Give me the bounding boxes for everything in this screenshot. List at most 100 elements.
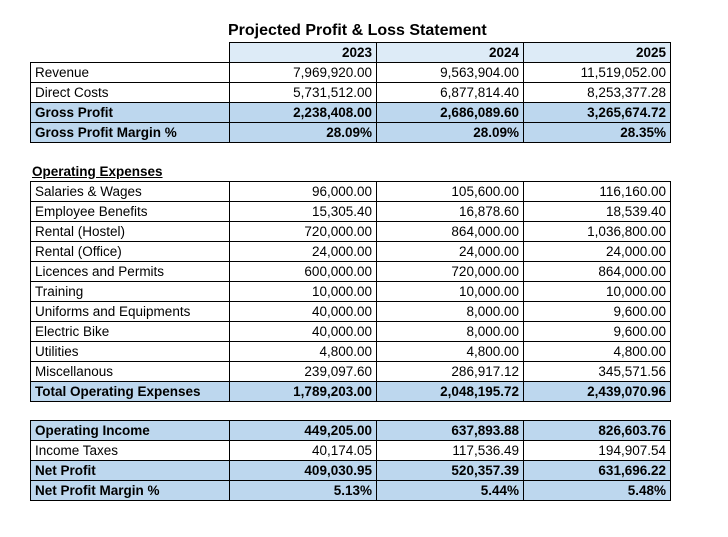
row-label: Gross Profit Margin % bbox=[30, 122, 230, 143]
value-cell-2023: 7,969,920.00 bbox=[229, 62, 377, 83]
value-cell-2023: 15,305.40 bbox=[229, 201, 377, 222]
row-label: Operating Income bbox=[30, 420, 230, 441]
value-cell-2023: 600,000.00 bbox=[229, 261, 377, 282]
table-row: Net Profit Margin % 5.13% 5.44% 5.48% bbox=[30, 480, 671, 501]
table-row: Training 10,000.00 10,000.00 10,000.00 bbox=[30, 281, 671, 302]
value-cell-2023: 5,731,512.00 bbox=[229, 82, 377, 103]
value-cell-2024: 28.09% bbox=[376, 122, 524, 143]
value-cell-2023: 409,030.95 bbox=[229, 460, 377, 481]
row-label: Uniforms and Equipments bbox=[30, 301, 230, 322]
value-cell-2024: 24,000.00 bbox=[376, 241, 524, 262]
value-cell-2023: 28.09% bbox=[229, 122, 377, 143]
value-cell-2025: 8,253,377.28 bbox=[523, 82, 671, 103]
page-title: Projected Profit & Loss Statement bbox=[228, 22, 487, 39]
value-cell-2025: 9,600.00 bbox=[523, 301, 671, 322]
value-cell-2025: 631,696.22 bbox=[523, 460, 671, 481]
value-cell-2024: 864,000.00 bbox=[376, 221, 524, 242]
table-row: Uniforms and Equipments 40,000.00 8,000.00… bbox=[30, 301, 671, 322]
operating-expenses-heading: Operating Expenses bbox=[32, 164, 163, 179]
value-cell-2025: 345,571.56 bbox=[523, 361, 671, 382]
value-cell-2024: 117,536.49 bbox=[376, 440, 524, 461]
table-row: Salaries & Wages 96,000.00 105,600.00 116,1… bbox=[30, 181, 671, 202]
value-cell-2025: 2,439,070.96 bbox=[523, 381, 671, 402]
value-cell-2023: 5.13% bbox=[229, 480, 377, 501]
value-cell-2024: 286,917.12 bbox=[376, 361, 524, 382]
value-cell-2024: 6,877,814.40 bbox=[376, 82, 524, 103]
year-header-row: 2023 2024 2025 bbox=[30, 42, 671, 63]
table-row: Employee Benefits 15,305.40 16,878.60 18,53… bbox=[30, 201, 671, 222]
row-label: Net Profit Margin % bbox=[30, 480, 230, 501]
value-cell-2024: 4,800.00 bbox=[376, 341, 524, 362]
value-cell-2025: 194,907.54 bbox=[523, 440, 671, 461]
value-cell-2025: 1,036,800.00 bbox=[523, 221, 671, 242]
value-cell-2023: 4,800.00 bbox=[229, 341, 377, 362]
value-cell-2025: 5.48% bbox=[523, 480, 671, 501]
table-row: Direct Costs 5,731,512.00 6,877,814.40 8,25… bbox=[30, 82, 671, 103]
table-row: Total Operating Expenses 1,789,203.00 2,04… bbox=[30, 381, 671, 402]
row-label: Electric Bike bbox=[30, 321, 230, 342]
value-cell-2025: 18,539.40 bbox=[523, 201, 671, 222]
row-label: Rental (Office) bbox=[30, 241, 230, 262]
row-label: Miscellanous bbox=[30, 361, 230, 382]
row-label: Training bbox=[30, 281, 230, 302]
value-cell-2024: 720,000.00 bbox=[376, 261, 524, 282]
value-cell-2025: 3,265,674.72 bbox=[523, 102, 671, 123]
year-header-2025: 2025 bbox=[523, 42, 671, 63]
value-cell-2024: 105,600.00 bbox=[376, 181, 524, 202]
value-cell-2025: 10,000.00 bbox=[523, 281, 671, 302]
table-row: Rental (Office) 24,000.00 24,000.00 24,000.… bbox=[30, 241, 671, 262]
table-row: Income Taxes 40,174.05 117,536.49 194,907.5… bbox=[30, 440, 671, 461]
table-row: Net Profit 409,030.95 520,357.39 631,696.22 bbox=[30, 460, 671, 481]
year-header-2023: 2023 bbox=[229, 42, 377, 63]
value-cell-2023: 720,000.00 bbox=[229, 221, 377, 242]
results-table: Operating Income 449,205.00 637,893.88 826,… bbox=[30, 420, 671, 501]
value-cell-2023: 1,789,203.00 bbox=[229, 381, 377, 402]
value-cell-2024: 8,000.00 bbox=[376, 301, 524, 322]
value-cell-2023: 10,000.00 bbox=[229, 281, 377, 302]
table-row: Operating Income 449,205.00 637,893.88 826,… bbox=[30, 420, 671, 441]
value-cell-2025: 24,000.00 bbox=[523, 241, 671, 262]
value-cell-2023: 2,238,408.00 bbox=[229, 102, 377, 123]
row-label: Licences and Permits bbox=[30, 261, 230, 282]
value-cell-2024: 9,563,904.00 bbox=[376, 62, 524, 83]
row-label: Direct Costs bbox=[30, 82, 230, 103]
table-row: Electric Bike 40,000.00 8,000.00 9,600.00 bbox=[30, 321, 671, 342]
value-cell-2023: 449,205.00 bbox=[229, 420, 377, 441]
row-label: Rental (Hostel) bbox=[30, 221, 230, 242]
table-row: Licences and Permits 600,000.00 720,000.00… bbox=[30, 261, 671, 282]
value-cell-2024: 5.44% bbox=[376, 480, 524, 501]
row-label: Total Operating Expenses bbox=[30, 381, 230, 402]
value-cell-2025: 116,160.00 bbox=[523, 181, 671, 202]
table-row: Utilities 4,800.00 4,800.00 4,800.00 bbox=[30, 341, 671, 362]
table-row: Rental (Hostel) 720,000.00 864,000.00 1,036… bbox=[30, 221, 671, 242]
summary-table: 2023 2024 2025 Revenue 7,969,920.00 9,563,… bbox=[30, 42, 671, 143]
value-cell-2025: 826,603.76 bbox=[523, 420, 671, 441]
row-label: Employee Benefits bbox=[30, 201, 230, 222]
value-cell-2024: 2,686,089.60 bbox=[376, 102, 524, 123]
value-cell-2025: 9,600.00 bbox=[523, 321, 671, 342]
year-header-2024: 2024 bbox=[376, 42, 524, 63]
table-row: Revenue 7,969,920.00 9,563,904.00 11,519,05… bbox=[30, 62, 671, 83]
row-label: Salaries & Wages bbox=[30, 181, 230, 202]
value-cell-2024: 10,000.00 bbox=[376, 281, 524, 302]
value-cell-2024: 16,878.60 bbox=[376, 201, 524, 222]
value-cell-2024: 8,000.00 bbox=[376, 321, 524, 342]
table-row: Miscellanous 239,097.60 286,917.12 345,571.… bbox=[30, 361, 671, 382]
value-cell-2023: 96,000.00 bbox=[229, 181, 377, 202]
value-cell-2023: 40,174.05 bbox=[229, 440, 377, 461]
table-row: Gross Profit Margin % 28.09% 28.09% 28.35% bbox=[30, 122, 671, 143]
value-cell-2023: 40,000.00 bbox=[229, 321, 377, 342]
value-cell-2025: 4,800.00 bbox=[523, 341, 671, 362]
value-cell-2025: 11,519,052.00 bbox=[523, 62, 671, 83]
value-cell-2023: 40,000.00 bbox=[229, 301, 377, 322]
row-label: Revenue bbox=[30, 62, 230, 83]
row-label: Utilities bbox=[30, 341, 230, 362]
value-cell-2025: 864,000.00 bbox=[523, 261, 671, 282]
row-label: Gross Profit bbox=[30, 102, 230, 123]
value-cell-2023: 24,000.00 bbox=[229, 241, 377, 262]
value-cell-2025: 28.35% bbox=[523, 122, 671, 143]
value-cell-2024: 520,357.39 bbox=[376, 460, 524, 481]
row-label: Net Profit bbox=[30, 460, 230, 481]
table-row: Gross Profit 2,238,408.00 2,686,089.60 3,26… bbox=[30, 102, 671, 123]
operating-expenses-table: Salaries & Wages 96,000.00 105,600.00 116,1… bbox=[30, 181, 671, 402]
